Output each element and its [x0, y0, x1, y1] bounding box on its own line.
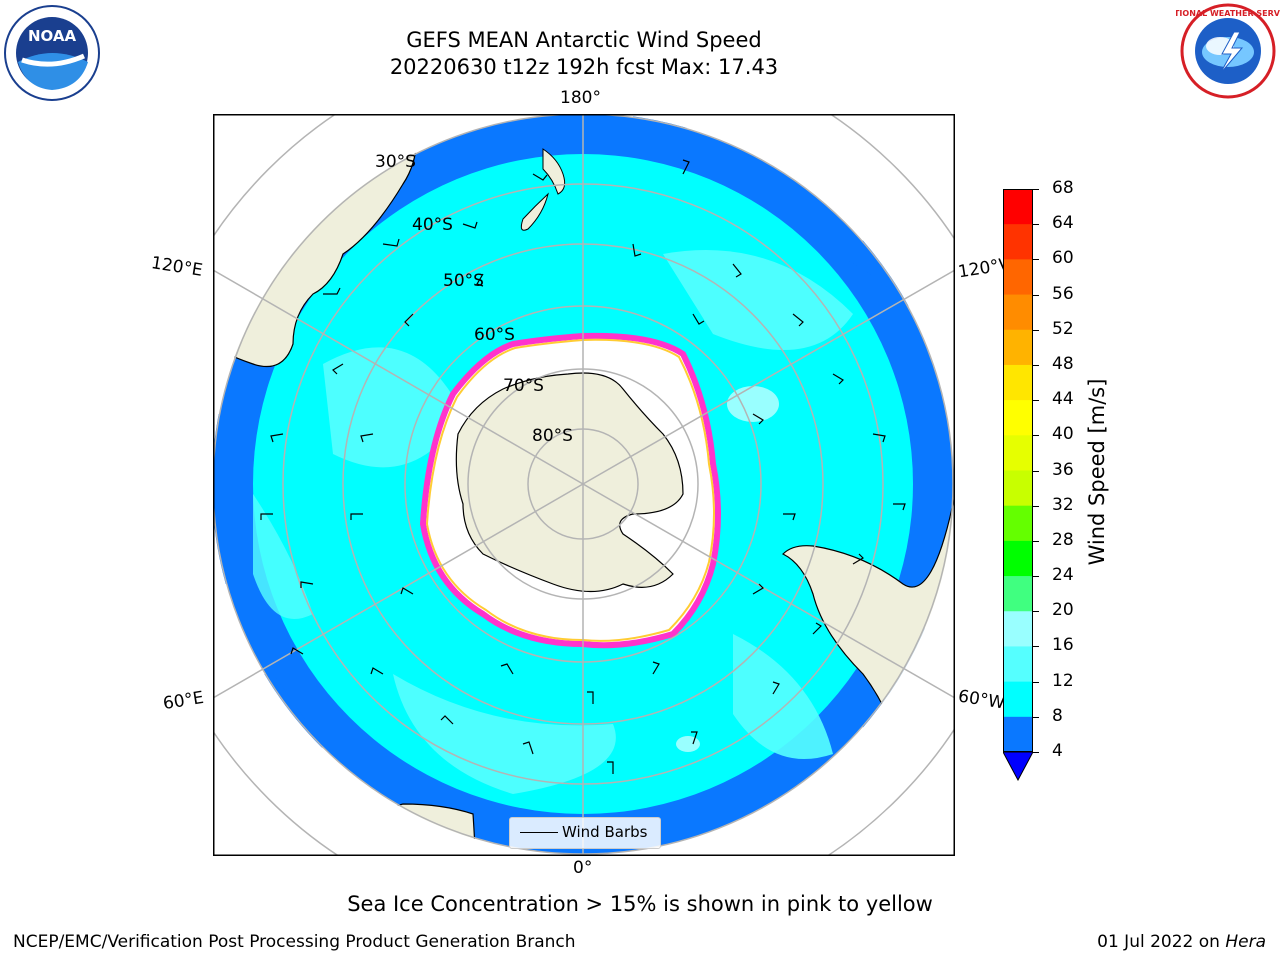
colorbar-tick-label: 60 [1052, 248, 1074, 269]
colorbar-tick-mark [1033, 294, 1039, 296]
wind-barb-legend-icon [520, 832, 558, 833]
colorbar-tick-label: 44 [1052, 389, 1074, 410]
colorbar-segment [1003, 505, 1033, 542]
colorbar-tick-mark [1033, 329, 1039, 331]
colorbar-tick-mark [1033, 470, 1039, 472]
lat-label-40s: 40°S [412, 215, 453, 235]
lon-label-120e: 120°E [149, 253, 204, 281]
colorbar-tick-mark [1033, 681, 1039, 683]
nws-logo: NATIONAL WEATHER SERVICE [1162, 2, 1280, 102]
colorbar-tick-label: 48 [1052, 353, 1074, 374]
lon-label-0: 0° [573, 858, 593, 878]
colorbar-tick-mark [1033, 189, 1039, 190]
colorbar-segment [1003, 540, 1033, 577]
colorbar-tick-label: 12 [1052, 670, 1074, 691]
colorbar-segment [1003, 224, 1033, 260]
colorbar-label: Wind Speed [m/s] [1085, 378, 1109, 566]
colorbar-extend-arrow [1002, 751, 1034, 782]
lat-label-30s: 30°S [375, 152, 416, 172]
colorbar-segment [1003, 189, 1033, 225]
colorbar-tick-label: 68 [1052, 178, 1074, 198]
footer-machine: Hera [1225, 932, 1266, 952]
lat-label-70s: 70°S [503, 376, 544, 396]
colorbar-tick-mark [1033, 224, 1039, 226]
colorbar-tick-mark [1033, 752, 1039, 753]
colorbar-tick-mark [1033, 364, 1039, 366]
footer-branch: NCEP/EMC/Verification Post Processing Pr… [13, 932, 576, 952]
colorbar-tick-label: 16 [1052, 635, 1074, 656]
polar-map: 30°S 40°S 50°S 60°S 70°S 80°S [213, 114, 955, 856]
colorbar-segment [1003, 329, 1033, 366]
colorbar-tick-mark [1033, 540, 1039, 542]
colorbar-tick-label: 28 [1052, 529, 1074, 550]
colorbar-segment [1003, 364, 1033, 401]
colorbar-tick-label: 24 [1052, 565, 1074, 586]
legend-label: Wind Barbs [562, 823, 648, 841]
land-antarctica [455, 372, 684, 593]
colorbar-segment [1003, 646, 1033, 683]
colorbar-segment [1003, 259, 1033, 296]
colorbar-tick-mark [1033, 716, 1039, 718]
colorbar-segment [1003, 400, 1033, 436]
colorbar-tick-label: 56 [1052, 283, 1074, 304]
colorbar-tick-mark [1033, 435, 1039, 437]
map-subtitle: 20220630 t12z 192h fcst Max: 17.43 [389, 55, 779, 79]
wind-barbs [260, 159, 906, 774]
lon-label-60w: 60°W [956, 686, 1007, 714]
lon-label-180: 180° [560, 88, 601, 108]
colorbar-tick-label: 52 [1052, 318, 1074, 339]
legend: Wind Barbs [509, 817, 661, 849]
colorbar-segment [1003, 716, 1033, 753]
noaa-logo: NOAA [0, 4, 104, 102]
colorbar-segment [1003, 294, 1033, 331]
footer-date-text: 01 Jul 2022 on [1097, 932, 1220, 952]
colorbar-tick-label: 4 [1052, 741, 1063, 761]
lat-label-50s: 50°S [443, 271, 484, 291]
colorbar-tick-mark [1033, 259, 1039, 261]
colorbar-segment [1003, 576, 1033, 612]
graticule [213, 114, 955, 856]
colorbar-segment [1003, 681, 1033, 718]
svg-text:NATIONAL WEATHER SERVICE: NATIONAL WEATHER SERVICE [1176, 9, 1280, 18]
colorbar-tick-mark [1033, 400, 1039, 402]
colorbar-tick-label: 40 [1052, 424, 1074, 445]
sea-ice-caption: Sea Ice Concentration > 15% is shown in … [347, 892, 933, 916]
colorbar-tick-label: 20 [1052, 600, 1074, 621]
footer-date: 01 Jul 2022 on Hera [1097, 932, 1266, 952]
colorbar-segment [1003, 611, 1033, 647]
colorbar-tick-label: 36 [1052, 459, 1074, 480]
colorbar-segment [1003, 435, 1033, 471]
lon-label-60e: 60°E [161, 687, 206, 715]
colorbar [1002, 189, 1034, 782]
lat-label-80s: 80°S [532, 426, 573, 446]
colorbar-tick-label: 64 [1052, 213, 1074, 234]
colorbar-tick-mark [1033, 611, 1039, 613]
lat-label-60s: 60°S [474, 325, 515, 345]
colorbar-tick-mark [1033, 646, 1039, 648]
colorbar-tick-mark [1033, 576, 1039, 578]
colorbar-segment [1003, 470, 1033, 507]
svg-text:NOAA: NOAA [28, 27, 77, 45]
colorbar-tick-label: 32 [1052, 494, 1074, 515]
map-title: GEFS MEAN Antarctic Wind Speed [406, 28, 762, 52]
colorbar-tick-mark [1033, 505, 1039, 507]
colorbar-tick-label: 8 [1052, 705, 1063, 726]
